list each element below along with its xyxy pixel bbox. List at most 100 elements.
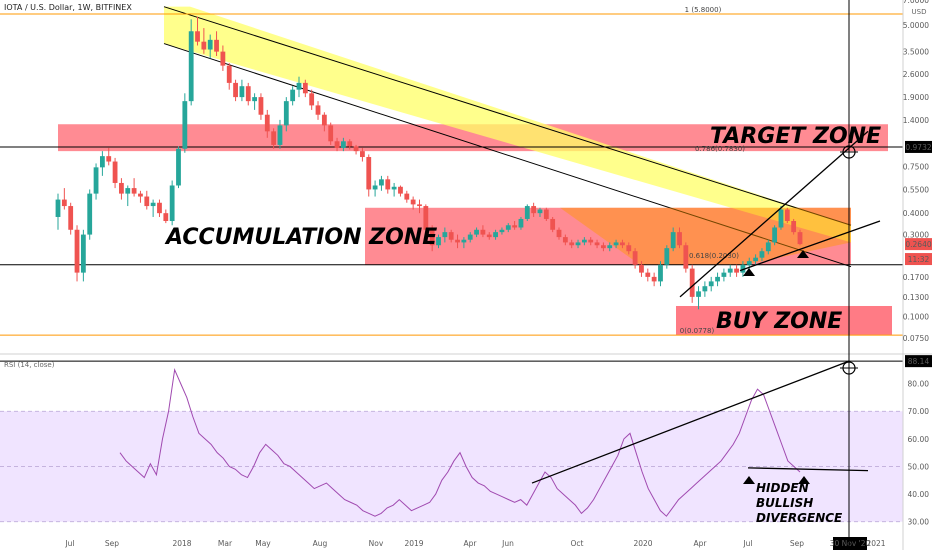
candle — [277, 125, 283, 145]
triangle-marker — [743, 268, 755, 276]
candle — [340, 141, 346, 148]
candle — [239, 86, 245, 98]
candle — [505, 225, 511, 230]
candle — [677, 232, 682, 246]
price-tick-label: 0.5500 — [903, 185, 929, 194]
candle — [550, 218, 556, 230]
price-tick-label: 2.6000 — [903, 70, 929, 79]
hidden-divergence-label: HIDDEN — [756, 481, 809, 495]
x-tick-label: 2020 — [633, 539, 652, 548]
candle — [404, 193, 410, 200]
rsi-badge-label: 88.14 — [908, 357, 930, 366]
candle — [727, 268, 733, 273]
price-badge-2 — [905, 253, 932, 266]
candle — [651, 276, 657, 282]
candle — [601, 245, 606, 249]
candle — [379, 179, 384, 186]
candle — [150, 202, 156, 207]
hidden-divergence-label: BULLISH — [756, 496, 813, 510]
fib-label-2: 0.618(0.2030) — [689, 252, 739, 260]
candle — [226, 65, 232, 83]
rsi-panel — [0, 360, 903, 523]
candle — [328, 125, 334, 142]
x-tick-label: 2021 — [866, 539, 885, 548]
candle — [531, 206, 537, 214]
candle — [632, 251, 638, 265]
candle — [119, 182, 124, 194]
candle — [620, 242, 625, 246]
channel-zone-overlap — [560, 207, 851, 265]
candle — [360, 151, 365, 158]
candle — [61, 199, 67, 207]
x-tick-label: Aug — [313, 539, 328, 548]
candle — [290, 89, 296, 102]
candle — [524, 206, 530, 219]
buy-zone-label: BUY ZONE — [716, 309, 842, 334]
x-tick-label: Mar — [218, 539, 233, 548]
candle — [493, 232, 498, 238]
candle — [467, 234, 473, 240]
candle — [93, 167, 99, 194]
rsi-line — [119, 368, 801, 517]
rsi-badge — [905, 355, 932, 368]
candle — [721, 272, 727, 277]
candle — [588, 239, 594, 243]
x-tick-label: Oct — [571, 539, 584, 548]
date-badge-label: 30 Nov '20 — [830, 539, 871, 548]
price-tick-label: 0.4000 — [903, 209, 929, 218]
fib-label-3: 0(0.0778) — [680, 327, 715, 335]
candle — [169, 185, 175, 222]
candle — [391, 186, 397, 190]
candle — [784, 209, 790, 222]
candle — [613, 242, 619, 246]
candle — [188, 31, 194, 102]
price-tick-label: 0.3000 — [903, 231, 929, 240]
candle — [543, 209, 549, 219]
candle — [537, 209, 543, 214]
rsi-tick-label: 50.00 — [908, 462, 930, 471]
candle — [442, 232, 448, 238]
price-badge-label-0: 0.9732 — [905, 143, 931, 152]
candle — [252, 97, 257, 102]
candle — [689, 268, 695, 297]
candle — [182, 101, 188, 149]
price-tick-label: 3.5000 — [903, 48, 929, 57]
candle — [715, 276, 720, 282]
candle — [696, 291, 701, 297]
candle — [594, 242, 600, 246]
ascending-line-lower — [739, 220, 881, 272]
date-badge — [833, 537, 867, 550]
candle — [512, 225, 518, 228]
candle — [683, 245, 689, 269]
candle — [55, 199, 61, 217]
candle — [461, 239, 467, 243]
price-tick-label: 0.1700 — [903, 273, 929, 282]
hidden-divergence-label: DIVERGENCE — [756, 511, 843, 525]
candle — [486, 234, 492, 238]
candle — [353, 146, 359, 152]
candle — [626, 245, 632, 252]
candle — [607, 245, 613, 249]
candle — [264, 114, 270, 132]
x-tick-label: Jun — [501, 539, 514, 548]
price-panel: 1 (5.8000) 0.786(0.7830) 0.618(0.2030) 0(0.… — [0, 6, 903, 336]
price-tick-label: 0.7500 — [903, 162, 929, 171]
x-tick-label: Jul — [742, 539, 752, 548]
candle — [575, 242, 581, 246]
candle — [746, 261, 752, 265]
x-tick-label: May — [255, 539, 271, 548]
x-tick-label: 2019 — [404, 539, 423, 548]
buy-zone-box — [676, 305, 892, 335]
x-tick-label: Apr — [694, 539, 708, 548]
candle — [220, 51, 226, 66]
candle — [309, 93, 315, 106]
candle — [398, 186, 403, 194]
price-badge-0 — [905, 140, 932, 153]
candle — [125, 188, 131, 194]
candle — [163, 213, 169, 222]
price-tick-label: 5.0000 — [903, 21, 929, 30]
candle — [639, 264, 644, 273]
price-tick-label: 1.4000 — [903, 116, 929, 125]
candle — [423, 206, 429, 230]
